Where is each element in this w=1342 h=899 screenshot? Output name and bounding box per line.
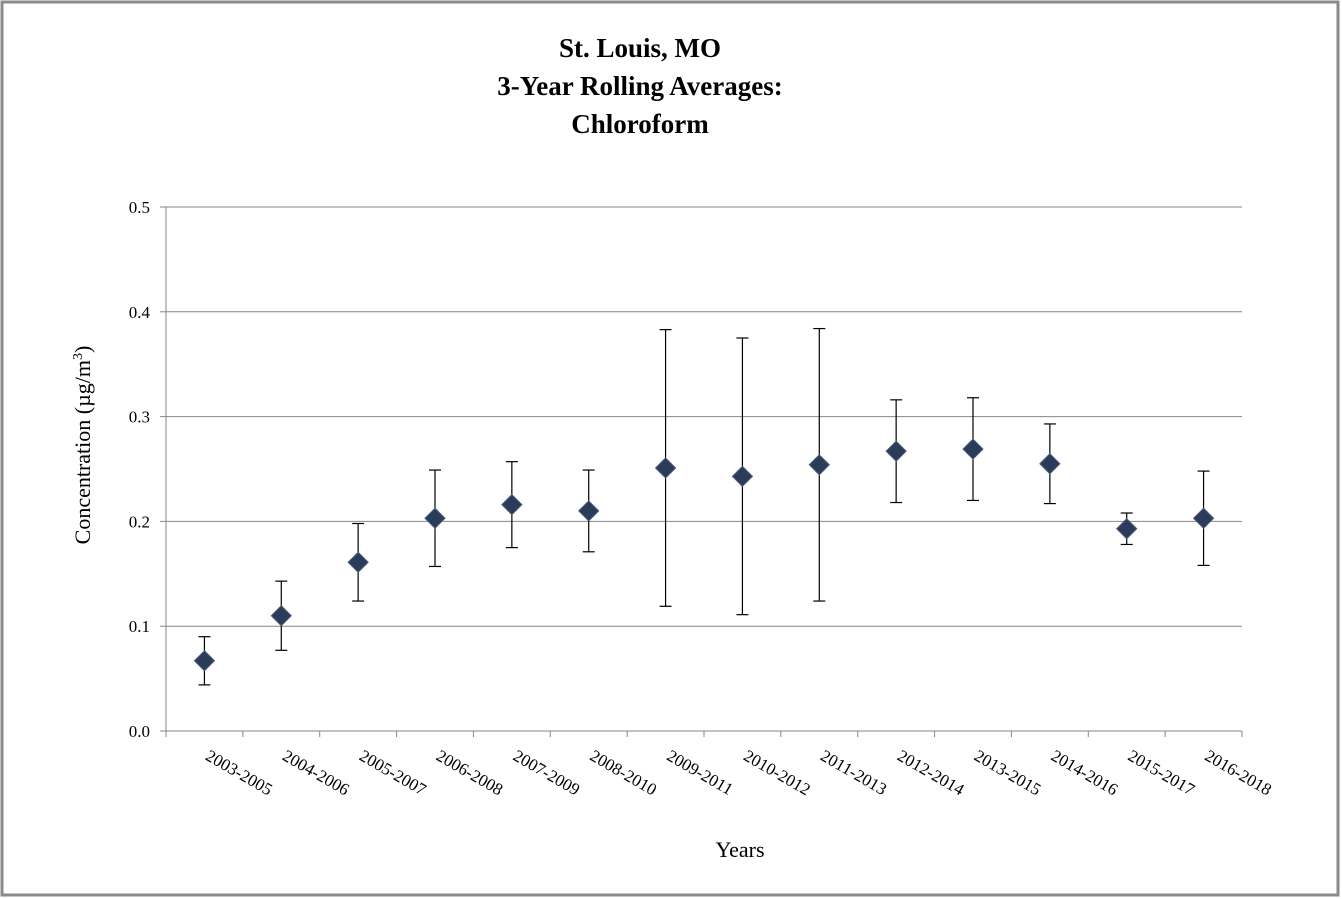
marker (347, 551, 369, 573)
marker (654, 457, 677, 479)
y-tick-label: 0.4 (129, 303, 151, 322)
marker (193, 650, 216, 672)
marker (808, 454, 830, 476)
y-tick-label: 0.3 (129, 408, 150, 427)
marker (1192, 507, 1215, 529)
marker (578, 500, 600, 522)
chart-title: 3-Year Rolling Averages: (497, 71, 782, 101)
marker (1039, 453, 1061, 475)
chart-title: Chloroform (571, 109, 709, 139)
marker (962, 438, 984, 460)
marker (885, 440, 907, 462)
y-tick-label: 0.1 (129, 617, 150, 636)
marker (731, 465, 754, 488)
y-axis-label-end: ) (70, 346, 95, 353)
chart-title: St. Louis, MO (559, 33, 721, 63)
y-tick-label: 0.0 (129, 722, 150, 741)
y-axis-label-text: Concentration (µg/m (70, 360, 95, 544)
y-axis-label-sup: 3 (71, 353, 86, 360)
marker (501, 493, 523, 516)
marker (270, 605, 292, 627)
x-axis-label: Years (715, 837, 764, 862)
y-tick-label: 0.2 (129, 512, 150, 531)
y-tick-label: 0.5 (129, 198, 150, 217)
marker (1116, 518, 1138, 540)
y-axis-label: Concentration (µg/m3) (70, 346, 95, 545)
marker (424, 507, 446, 529)
